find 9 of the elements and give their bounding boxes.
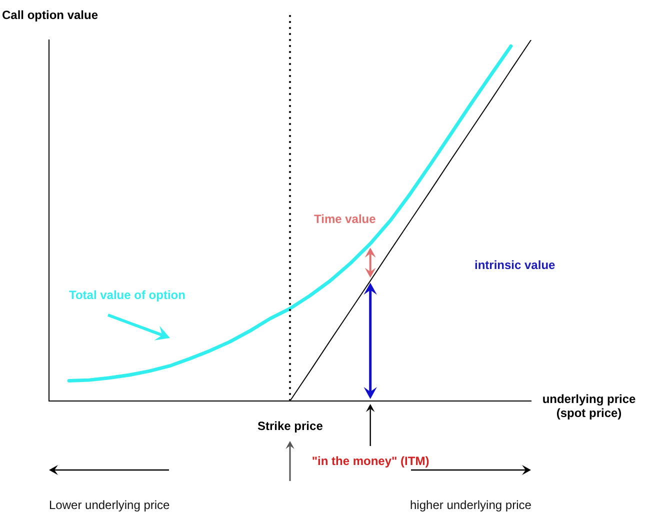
text: higher underlying price — [410, 498, 532, 512]
text: "in the money" (ITM) — [312, 454, 430, 468]
annotation: Time value — [314, 212, 376, 226]
x-axis-title: underlying price (spot price) — [541, 392, 637, 420]
y-axis-title: Call option value — [2, 8, 98, 22]
text: Strike price — [258, 419, 323, 433]
text: Lower underlying price — [49, 498, 170, 512]
text: Total value of option — [69, 288, 186, 302]
annotation: intrinsic value — [474, 258, 556, 272]
